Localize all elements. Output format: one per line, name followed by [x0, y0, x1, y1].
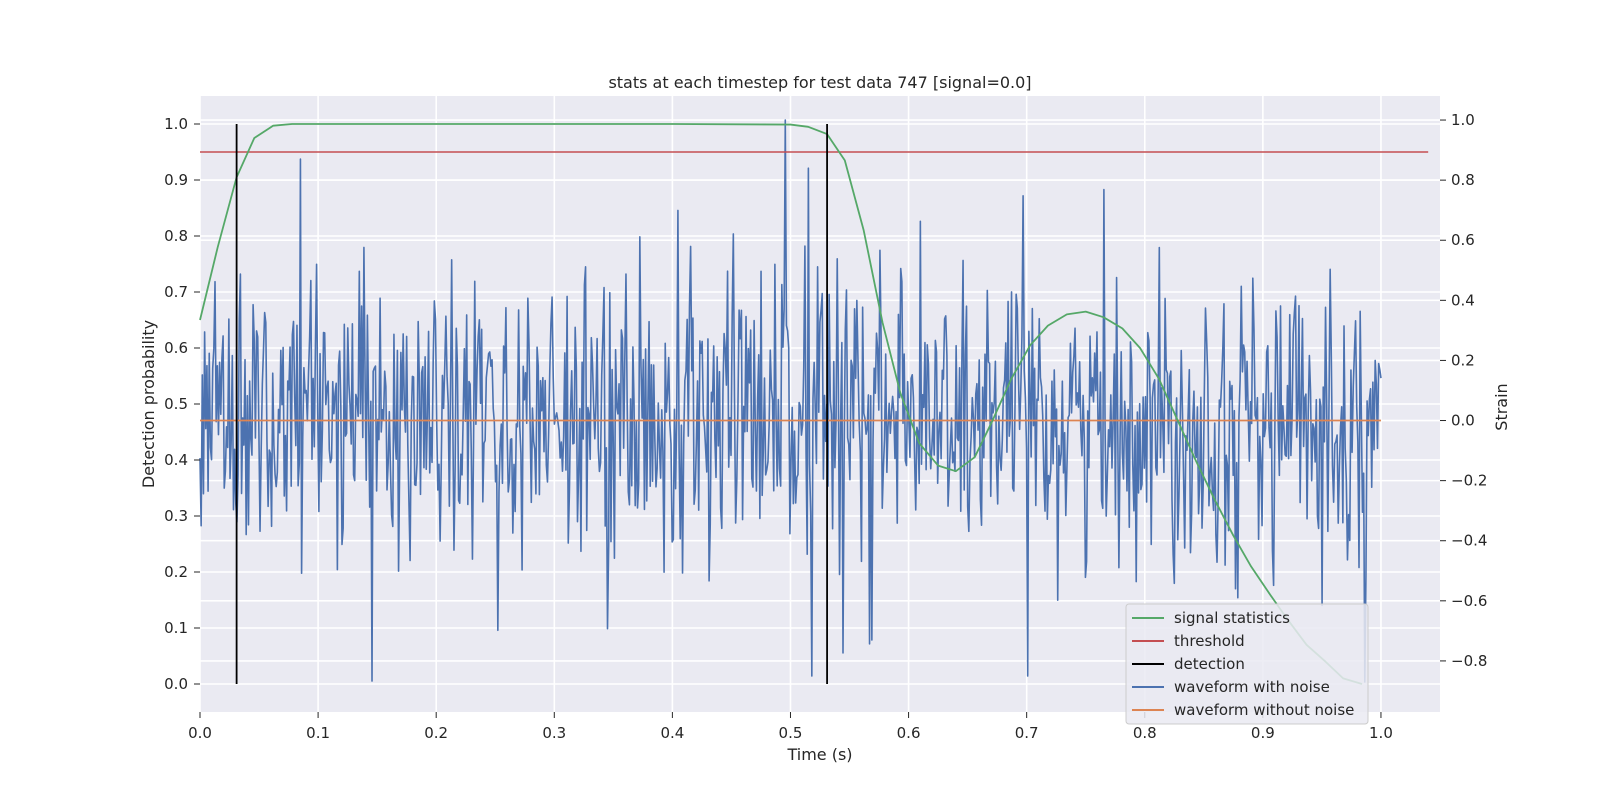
y-tick-label: 0.8	[164, 227, 188, 245]
series-waveform-with-noise	[199, 119, 1382, 683]
legend-box	[1125, 603, 1369, 725]
x-tick-label: 1.0	[1369, 724, 1393, 742]
y2-tick-label: −0.2	[1451, 472, 1487, 490]
x-tick-label: 0.5	[779, 724, 803, 742]
y2-tick-label: 0.0	[1451, 412, 1475, 430]
y-tick-label: 0.2	[164, 563, 188, 581]
y2-tick-label: −0.8	[1451, 652, 1487, 670]
y-tick-label: 0.3	[164, 507, 188, 525]
y-tick-label: 0.1	[164, 619, 188, 637]
x-tick-label: 0.6	[897, 724, 921, 742]
legend-label: signal statistics	[1174, 609, 1290, 627]
y2-tick-label: −0.6	[1451, 592, 1487, 610]
series-layer	[199, 119, 1429, 685]
x-tick-label: 0.8	[1133, 724, 1157, 742]
y2-tick-label: 0.4	[1451, 291, 1475, 309]
y-axis-label: Detection probability	[139, 320, 158, 488]
y-tick-label: 0.4	[164, 451, 188, 469]
y-tick-label: 0.7	[164, 283, 188, 301]
legend-label: detection	[1174, 655, 1245, 673]
y2-tick-label: −0.4	[1451, 532, 1487, 550]
chart-title: stats at each timestep for test data 747…	[608, 73, 1031, 92]
legend-label: waveform without noise	[1174, 701, 1354, 719]
x-tick-label: 0.0	[188, 724, 212, 742]
legend: signal statistics threshold detection wavef…	[1125, 603, 1369, 725]
x-tick-label: 0.3	[542, 724, 566, 742]
x-tick-label: 0.4	[660, 724, 684, 742]
y-tick-label: 0.9	[164, 171, 188, 189]
x-axis-label: Time (s)	[786, 745, 852, 764]
y-tick-label: 0.0	[164, 675, 188, 693]
x-tick-label: 0.7	[1015, 724, 1039, 742]
y-tick-label: 0.6	[164, 339, 188, 357]
y-tick-label: 0.5	[164, 395, 188, 413]
y2-tick-label: 0.8	[1451, 171, 1475, 189]
y2-axis-label: Strain	[1492, 383, 1511, 430]
legend-label: threshold	[1174, 632, 1245, 650]
series-signal-statistics	[199, 123, 1363, 685]
y2-tick-label: 0.6	[1451, 231, 1475, 249]
legend-label: waveform with noise	[1174, 678, 1330, 696]
x-tick-label: 0.1	[306, 724, 330, 742]
axes: 0.0 0.1 0.2 0.3 0.4 0.5 0.6 0.7 0.8 0.9 1.0 0.0 0.1 0…	[164, 111, 1487, 742]
y2-tick-label: 1.0	[1451, 111, 1475, 129]
y2-tick-label: 0.2	[1451, 351, 1475, 369]
x-tick-label: 0.2	[424, 724, 448, 742]
x-tick-label: 0.9	[1251, 724, 1275, 742]
y-tick-label: 1.0	[164, 115, 188, 133]
